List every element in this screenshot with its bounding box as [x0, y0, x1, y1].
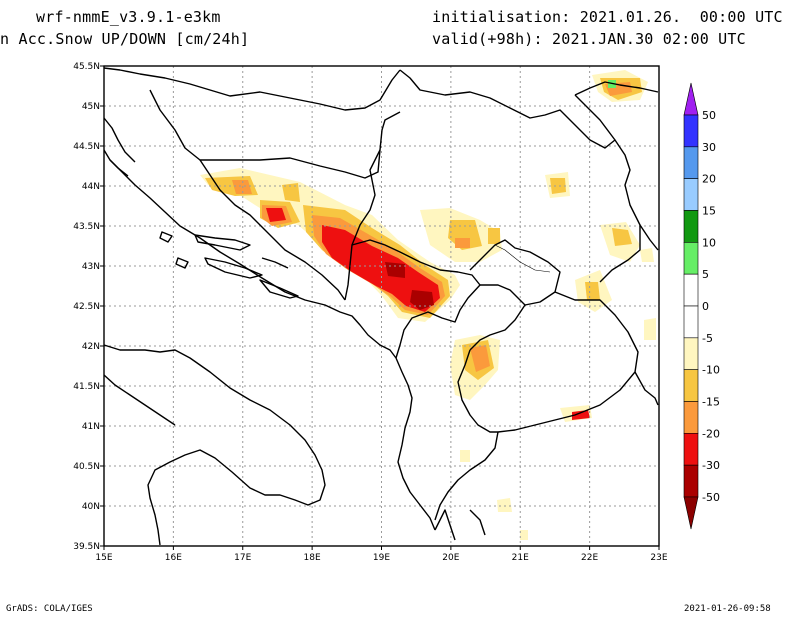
legend-label: 30: [702, 141, 716, 154]
lon-label: 19E: [373, 553, 390, 563]
lon-label: 21E: [512, 553, 529, 563]
legend-label: -10: [702, 364, 720, 377]
legend-swatch: [683, 146, 699, 179]
snow-field: [200, 70, 656, 540]
legend-swatch: [683, 210, 699, 243]
lon-label: 15E: [95, 553, 112, 563]
lon-label: 17E: [234, 553, 251, 563]
legend-swatch: [683, 305, 699, 339]
latitude-labels: 45.5N 45N 44.5N 44N 43.5N 43N 42.5N 42N 41.5N 41N…: [73, 62, 104, 552]
minor-borders: [494, 244, 551, 273]
legend-swatch: [683, 401, 699, 434]
legend-swatch: [683, 114, 699, 148]
legend-swatch: [683, 369, 699, 402]
lat-label: 40N: [82, 502, 100, 512]
valid-time: valid(+98h): 2021.JAN.30 02:00 UTC: [432, 30, 746, 48]
grid-lines: [104, 66, 659, 546]
variable-title: n Acc.Snow UP/DOWN [cm/24h]: [0, 30, 250, 48]
footer-timestamp: 2021-01-26-09:58: [684, 604, 771, 614]
lat-label: 43N: [82, 262, 100, 272]
legend-swatch: [683, 178, 699, 211]
lon-label: 18E: [304, 553, 321, 563]
legend-label: 0: [702, 300, 709, 313]
legend-label: -5: [702, 332, 713, 345]
legend-label: -20: [702, 427, 720, 440]
lat-label: 41.5N: [73, 382, 100, 392]
legend-label: 15: [702, 205, 716, 218]
longitude-labels: 15E 16E 17E 18E 19E 20E 21E 22E 23E: [95, 546, 668, 563]
legend-swatch: [683, 242, 699, 275]
legend-swatch: [683, 464, 699, 498]
legend-label: 10: [702, 236, 716, 249]
legend-label: 20: [702, 173, 716, 186]
legend-label: 5: [702, 268, 709, 281]
legend-label: 50: [702, 109, 716, 122]
coastlines-borders: [103, 67, 659, 546]
legend-label: -50: [702, 491, 720, 504]
lat-label: 45N: [82, 102, 100, 112]
lon-label: 22E: [581, 553, 598, 563]
lat-label: 44.5N: [73, 142, 100, 152]
legend-label: -15: [702, 396, 720, 409]
model-title: wrf-nmmE_v3.9.1-e3km: [36, 8, 221, 26]
legend-top-arrow: [683, 82, 699, 116]
footer-credit: GrADS: COLA/IGES: [6, 604, 93, 614]
lat-label: 41N: [82, 422, 100, 432]
initialisation-time: initialisation: 2021.01.26. 00:00 UTC: [432, 8, 783, 26]
lat-label: 43.5N: [73, 222, 100, 232]
legend-swatch: [683, 337, 699, 370]
legend-swatch: [683, 433, 699, 466]
legend-swatch: [683, 273, 699, 307]
legend-bottom-arrow: [683, 496, 699, 530]
lat-label: 40.5N: [73, 462, 100, 472]
lat-label: 39.5N: [73, 542, 100, 552]
lon-label: 16E: [165, 553, 182, 563]
lat-label: 42N: [82, 342, 100, 352]
lat-label: 42.5N: [73, 302, 100, 312]
lat-label: 45.5N: [73, 62, 100, 72]
legend-label: -30: [702, 459, 720, 472]
lon-label: 23E: [650, 553, 667, 563]
lon-label: 20E: [442, 553, 459, 563]
lat-label: 44N: [82, 182, 100, 192]
